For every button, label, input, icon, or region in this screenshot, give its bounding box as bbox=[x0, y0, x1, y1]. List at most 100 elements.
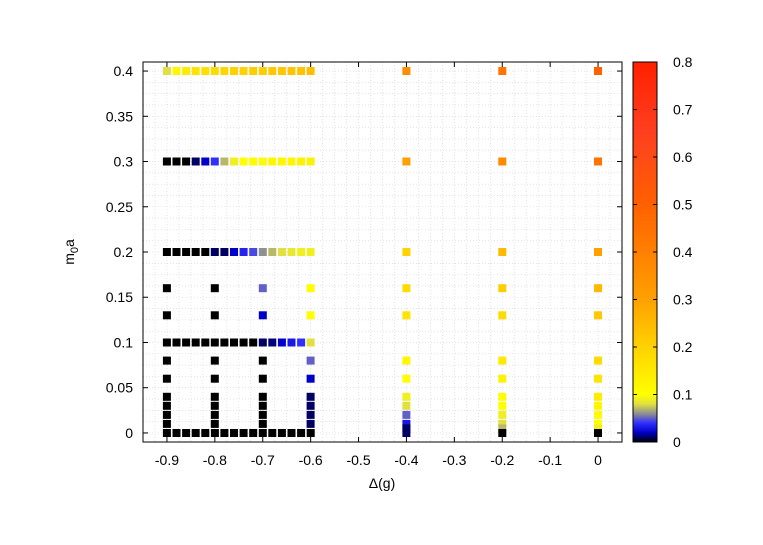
data-cell bbox=[162, 374, 171, 383]
data-cell bbox=[239, 338, 248, 347]
data-cell bbox=[498, 356, 507, 365]
colorbar-tick-label: 0.3 bbox=[673, 292, 693, 308]
data-cell bbox=[402, 424, 411, 433]
data-cell bbox=[210, 410, 219, 419]
data-cell bbox=[191, 67, 200, 75]
data-cell bbox=[594, 429, 602, 437]
x-tick-label: -0.8 bbox=[203, 452, 227, 468]
data-cell bbox=[402, 284, 411, 293]
data-cell bbox=[220, 248, 229, 256]
data-cell bbox=[182, 248, 191, 256]
data-cell bbox=[402, 429, 411, 437]
data-cell bbox=[182, 429, 191, 437]
data-cell bbox=[498, 311, 507, 320]
data-cell bbox=[498, 410, 507, 419]
data-cell bbox=[220, 429, 229, 437]
data-cell bbox=[297, 67, 306, 75]
data-cell bbox=[402, 374, 411, 383]
data-cell bbox=[172, 429, 181, 437]
data-cell bbox=[306, 401, 315, 410]
data-cell bbox=[191, 429, 200, 437]
data-cell bbox=[239, 248, 248, 256]
colorbar-tick-label: 0.1 bbox=[673, 387, 693, 403]
data-cell bbox=[258, 338, 267, 347]
data-cell bbox=[268, 67, 277, 75]
data-cell bbox=[182, 157, 191, 166]
data-cell bbox=[402, 67, 411, 75]
data-cell bbox=[230, 338, 238, 347]
data-cell bbox=[210, 419, 219, 428]
data-cell bbox=[594, 67, 602, 75]
data-cell bbox=[201, 248, 210, 256]
data-cell bbox=[306, 429, 315, 437]
data-cell bbox=[258, 429, 267, 437]
data-cell bbox=[258, 67, 267, 75]
x-tick-label: -0.1 bbox=[538, 452, 562, 468]
data-cell bbox=[239, 429, 248, 437]
data-cell bbox=[162, 67, 171, 75]
data-cell bbox=[297, 338, 306, 347]
data-cell bbox=[239, 67, 248, 75]
colorbar-tick-label: 0 bbox=[673, 434, 681, 450]
data-cell bbox=[249, 157, 258, 166]
data-cell bbox=[594, 419, 602, 428]
data-cell bbox=[402, 356, 411, 365]
data-cell bbox=[191, 338, 200, 347]
y-tick-label: 0.2 bbox=[114, 244, 134, 260]
y-tick-label: 0.3 bbox=[114, 154, 134, 170]
data-cell bbox=[402, 401, 411, 410]
data-cell bbox=[402, 419, 411, 428]
data-cell bbox=[258, 374, 267, 383]
data-cell bbox=[402, 311, 411, 320]
data-cell bbox=[287, 248, 296, 256]
data-cell bbox=[594, 311, 602, 320]
y-tick-label: 0.1 bbox=[114, 334, 134, 350]
x-tick-label: -0.5 bbox=[346, 452, 370, 468]
data-cell bbox=[220, 338, 229, 347]
data-cell bbox=[498, 248, 507, 256]
data-cell bbox=[201, 338, 210, 347]
data-cell bbox=[402, 410, 411, 419]
data-cell bbox=[258, 401, 267, 410]
y-tick-label: 0.4 bbox=[114, 63, 134, 79]
x-tick-label: -0.4 bbox=[394, 452, 418, 468]
data-cell bbox=[498, 392, 507, 401]
data-cell bbox=[306, 356, 315, 365]
data-cell bbox=[210, 284, 219, 293]
x-axis-label: Δ(g) bbox=[369, 475, 395, 491]
data-cell bbox=[210, 401, 219, 410]
data-cell bbox=[258, 419, 267, 428]
data-cell bbox=[162, 157, 171, 166]
data-cell bbox=[268, 338, 277, 347]
data-cell bbox=[172, 157, 181, 166]
data-cell bbox=[210, 248, 219, 256]
data-cell bbox=[162, 284, 171, 293]
data-cell bbox=[191, 157, 200, 166]
data-cell bbox=[277, 157, 286, 166]
data-cell bbox=[258, 356, 267, 365]
data-cell bbox=[277, 248, 286, 256]
data-cell bbox=[306, 419, 315, 428]
data-cell bbox=[258, 311, 267, 320]
data-cell bbox=[172, 248, 181, 256]
data-cell bbox=[306, 338, 315, 347]
y-tick-label: 0.25 bbox=[106, 199, 133, 215]
data-cell bbox=[210, 157, 219, 166]
data-cell bbox=[402, 248, 411, 256]
data-cell bbox=[172, 338, 181, 347]
data-cell bbox=[162, 338, 171, 347]
data-cell bbox=[498, 401, 507, 410]
data-cell bbox=[306, 410, 315, 419]
data-cell bbox=[306, 392, 315, 401]
colorbar-tick-label: 0.8 bbox=[673, 54, 693, 70]
data-cell bbox=[258, 284, 267, 293]
data-cell bbox=[249, 67, 258, 75]
x-axis-ticks: -0.9 -0.8 -0.7 -0.6 -0.5 -0.4 -0.3 -0.2 -0.1 0 bbox=[155, 62, 602, 468]
data-cell bbox=[594, 392, 602, 401]
data-cell bbox=[249, 429, 258, 437]
data-cell bbox=[268, 248, 277, 256]
x-tick-label: -0.7 bbox=[251, 452, 275, 468]
data-cell bbox=[201, 67, 210, 75]
data-cell bbox=[287, 157, 296, 166]
data-cell bbox=[230, 429, 238, 437]
